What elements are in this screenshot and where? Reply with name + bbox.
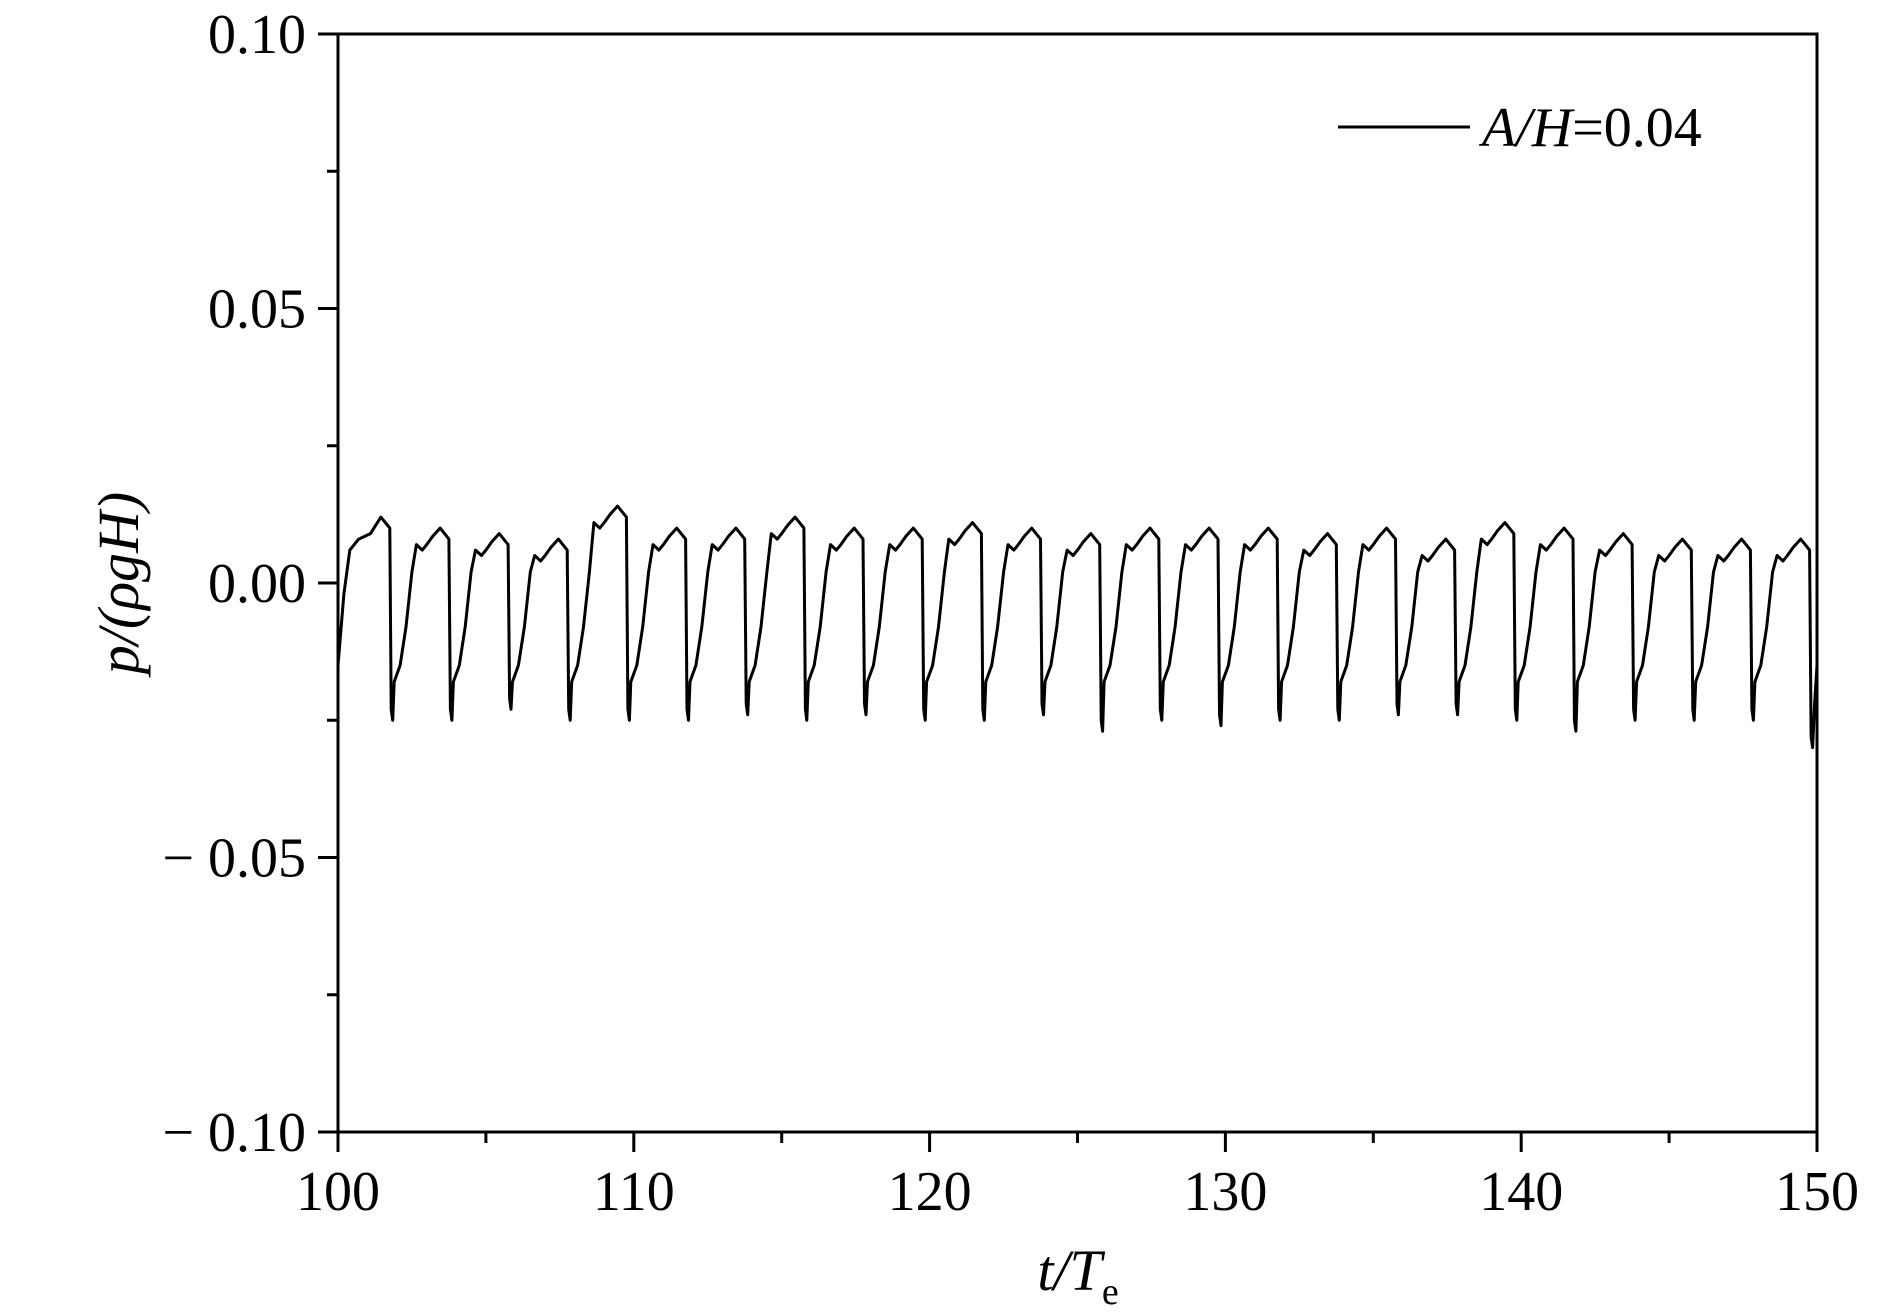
x-axis-title-subscript: e [1102,1271,1119,1312]
legend-label-variable: A/H [1478,97,1575,159]
x-tick-label: 140 [1479,1161,1563,1223]
y-axis-title: p/(ρgH) [86,492,151,678]
x-minor-ticks [484,1132,1671,1143]
y-tick-label: − 0.05 [162,828,306,890]
x-major-ticks [336,1132,1819,1152]
x-tick-label: 130 [1183,1161,1267,1223]
x-tick-label: 110 [593,1161,675,1223]
y-minor-ticks [327,169,338,997]
y-tick-label: − 0.10 [162,1102,306,1164]
x-tick-labels: 100 110 120 130 140 150 [296,1161,1859,1223]
x-axis-title: t/Te [1037,1238,1118,1312]
x-tick-label: 150 [1775,1161,1859,1223]
legend: A/H=0.04 [1338,97,1702,159]
plot-series [336,504,1819,750]
y-tick-label: 0.00 [208,553,306,615]
y-tick-labels: − 0.10 − 0.05 0.00 0.05 0.10 [162,4,306,1164]
plot-frame [336,32,1819,1134]
legend-label-value: =0.04 [1572,97,1702,159]
x-tick-label: 120 [888,1161,972,1223]
legend-label: A/H=0.04 [1478,97,1702,159]
y-tick-label: 0.10 [208,4,306,66]
y-major-ticks [318,32,338,1134]
series-line-a-h-0-04 [336,504,1819,750]
y-tick-label: 0.05 [208,279,306,341]
x-axis-title-main: t/T [1037,1238,1105,1303]
x-tick-label: 100 [296,1161,380,1223]
